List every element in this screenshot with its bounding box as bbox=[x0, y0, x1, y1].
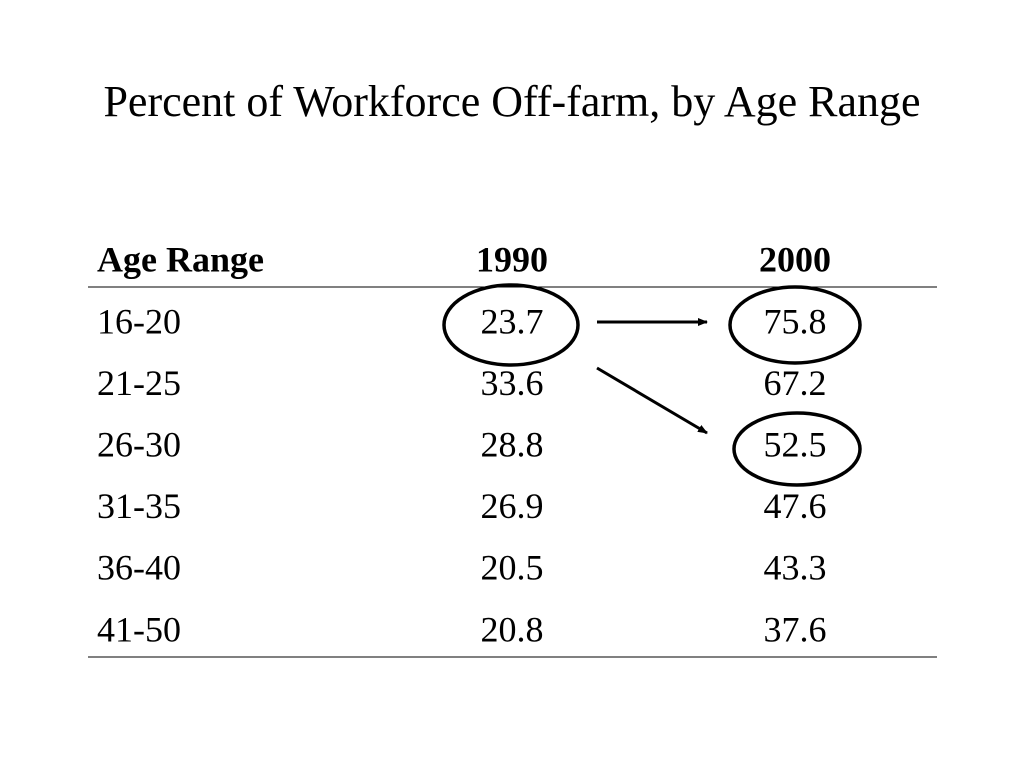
table-cell: 67.2 bbox=[764, 363, 827, 403]
column-header: 2000 bbox=[759, 239, 831, 279]
column-header: 1990 bbox=[476, 239, 548, 279]
table-cell: 20.8 bbox=[481, 609, 544, 649]
highlight-circle bbox=[728, 285, 862, 365]
column-header: Age Range bbox=[97, 239, 264, 279]
table-cell: 23.7 bbox=[481, 301, 544, 341]
table-cell: 43.3 bbox=[764, 548, 827, 588]
table-cell: 47.6 bbox=[764, 486, 827, 526]
highlight-circle bbox=[732, 411, 862, 487]
table-cell: 28.8 bbox=[481, 424, 544, 464]
table-cell: 26.9 bbox=[481, 486, 544, 526]
table-cell: 33.6 bbox=[481, 363, 544, 403]
row-label: 26-30 bbox=[97, 424, 181, 464]
table-cell: 20.5 bbox=[481, 548, 544, 588]
slide-title: Percent of Workforce Off-farm, by Age Ra… bbox=[103, 77, 921, 126]
row-label: 21-25 bbox=[97, 363, 181, 403]
row-label: 41-50 bbox=[97, 609, 181, 649]
row-label: 16-20 bbox=[97, 301, 181, 341]
arrow bbox=[596, 366, 708, 435]
row-label: 36-40 bbox=[97, 548, 181, 588]
table-cell: 37.6 bbox=[764, 609, 827, 649]
table-cell: 52.5 bbox=[764, 424, 827, 464]
row-label: 31-35 bbox=[97, 486, 181, 526]
table-cell: 75.8 bbox=[764, 301, 827, 341]
highlight-circle bbox=[442, 283, 580, 367]
